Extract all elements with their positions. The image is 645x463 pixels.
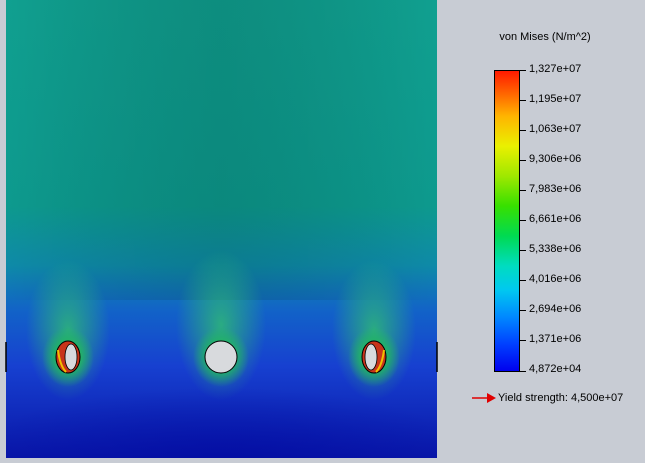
legend-tick-label: 6,661e+06: [529, 213, 582, 225]
yield-strength-marker[interactable]: Yield strength: 4,500e+07: [472, 391, 623, 405]
legend-title: von Mises (N/m^2): [499, 31, 591, 43]
legend-tick: [520, 340, 526, 341]
legend-tick-label: 1,371e+06: [529, 333, 582, 345]
legend-tick: [520, 250, 526, 251]
legend-tick-label: 9,306e+06: [529, 153, 582, 165]
red-arrow-icon: [472, 393, 496, 403]
legend-tick-label: 5,338e+06: [529, 243, 582, 255]
legend-tick: [520, 100, 526, 101]
legend-tick-label: 4,016e+06: [529, 273, 582, 285]
legend-tick: [520, 190, 526, 191]
bolt-hole-right[interactable]: [361, 340, 387, 374]
legend-tick-label: 4,872e+04: [529, 363, 582, 375]
plate-shading: [6, 0, 437, 300]
color-scale-bar[interactable]: [494, 70, 520, 372]
legend-tick: [520, 160, 526, 161]
yield-strength-label: Yield strength: 4,500e+07: [498, 392, 624, 404]
bolt-hole-center[interactable]: [204, 340, 238, 374]
legend-tick-label: 7,983e+06: [529, 183, 582, 195]
legend-tick-label: 1,195e+07: [529, 93, 582, 105]
legend-tick: [520, 220, 526, 221]
legend-tick-label: 1,063e+07: [529, 123, 582, 135]
bolt-hole-left[interactable]: [55, 340, 81, 374]
legend-tick-label: 2,694e+06: [529, 303, 582, 315]
legend-tick: [520, 280, 526, 281]
legend-tick: [520, 130, 526, 131]
legend-tick: [520, 371, 526, 372]
legend-tick: [520, 70, 526, 71]
legend-tick-label: 1,327e+07: [529, 63, 582, 75]
legend-tick: [520, 310, 526, 311]
